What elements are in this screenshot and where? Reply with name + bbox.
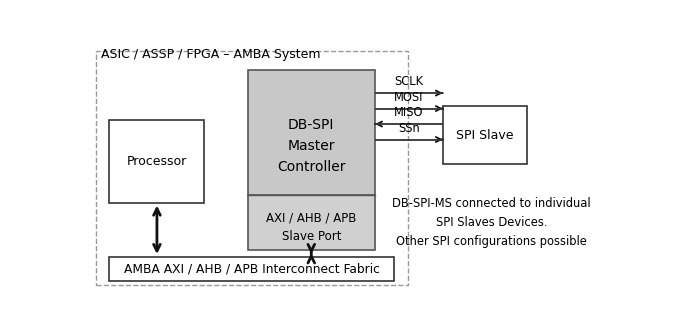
FancyBboxPatch shape [96, 51, 407, 285]
Text: SCLK: SCLK [394, 75, 424, 88]
Text: MISO: MISO [394, 107, 424, 119]
FancyBboxPatch shape [443, 106, 527, 164]
FancyBboxPatch shape [109, 257, 394, 281]
Text: DB-SPI-MS connected to individual
SPI Slaves Devices.
Other SPI configurations p: DB-SPI-MS connected to individual SPI Sl… [392, 197, 591, 248]
FancyBboxPatch shape [248, 195, 375, 251]
Text: DB-SPI
Master
Controller: DB-SPI Master Controller [277, 118, 346, 174]
Text: Processor: Processor [127, 155, 187, 168]
Text: ASIC / ASSP / FPGA – AMBA System: ASIC / ASSP / FPGA – AMBA System [101, 48, 321, 61]
Text: SSn: SSn [398, 122, 420, 135]
Text: SPI Slave: SPI Slave [456, 129, 514, 142]
FancyBboxPatch shape [248, 70, 375, 195]
FancyBboxPatch shape [109, 120, 204, 203]
Text: AMBA AXI / AHB / APB Interconnect Fabric: AMBA AXI / AHB / APB Interconnect Fabric [124, 263, 379, 276]
Text: AXI / AHB / APB
Slave Port: AXI / AHB / APB Slave Port [266, 212, 356, 243]
Text: MOSI: MOSI [394, 91, 424, 104]
